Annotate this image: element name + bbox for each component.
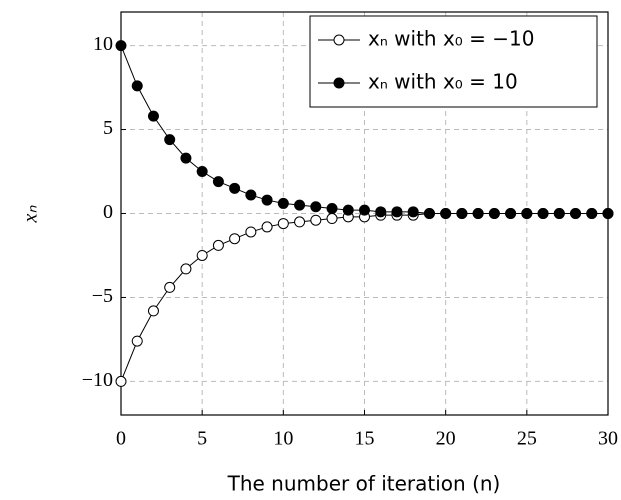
data-point (586, 208, 598, 219)
y-tick-label: −5 (92, 285, 113, 307)
x-tick-label: 25 (517, 428, 537, 450)
data-point (570, 208, 582, 219)
data-point (277, 218, 289, 230)
data-point (180, 263, 192, 275)
data-point (553, 208, 565, 219)
data-point (537, 208, 549, 219)
data-point (164, 281, 176, 293)
data-point (602, 208, 614, 219)
x-tick-label: 0 (116, 428, 126, 450)
data-point (310, 201, 322, 213)
data-point (212, 239, 224, 251)
data-point (131, 335, 143, 347)
x-tick-label: 30 (598, 428, 618, 450)
data-point (440, 208, 452, 219)
x-tick-label: 20 (436, 428, 456, 450)
data-point (488, 208, 500, 219)
y-axis-label: xₙ (20, 205, 42, 224)
legend-label: xₙ with x₀ = −10 (368, 27, 534, 51)
y-tick-label: 10 (93, 33, 113, 55)
data-point (359, 204, 370, 216)
data-point (326, 213, 338, 225)
legend-box (309, 15, 598, 108)
data-point (261, 194, 273, 206)
data-point (147, 110, 159, 122)
legend-label: xₙ with x₀ = 10 (368, 70, 518, 94)
y-tick-label: 5 (103, 117, 113, 139)
x-tick-label: 15 (355, 428, 375, 450)
data-point (229, 182, 241, 194)
data-point (131, 80, 143, 92)
data-point (472, 208, 484, 219)
x-tick-label: 5 (197, 428, 207, 450)
data-point (294, 216, 306, 228)
data-point (229, 233, 241, 245)
data-point (294, 199, 306, 211)
data-point (521, 208, 533, 219)
data-point (245, 226, 257, 238)
data-point (326, 202, 338, 214)
data-point (164, 134, 176, 146)
data-point (180, 152, 192, 164)
x-tick-label: 10 (273, 428, 293, 450)
data-point (342, 204, 354, 216)
x-axis-label: The number of iteration (n) (227, 472, 501, 496)
data-point (196, 166, 208, 178)
data-point (423, 208, 435, 219)
data-point (147, 305, 159, 317)
data-point (407, 206, 419, 218)
y-tick-label: 0 (103, 201, 113, 223)
data-point (261, 221, 273, 233)
data-point (375, 206, 387, 218)
data-point (277, 197, 289, 209)
data-point (115, 375, 127, 387)
legend: xₙ with x₀ = −10 xₙ with x₀ = 10 (309, 15, 598, 108)
data-point (245, 189, 257, 201)
y-tick-label: −10 (82, 369, 113, 391)
data-point (391, 206, 403, 218)
data-point (456, 208, 468, 219)
data-point (115, 40, 127, 52)
legend-marker (333, 34, 345, 46)
data-point (212, 176, 224, 188)
data-point (196, 249, 208, 261)
legend-marker (333, 77, 345, 89)
data-point (310, 214, 322, 226)
data-point (505, 208, 517, 219)
